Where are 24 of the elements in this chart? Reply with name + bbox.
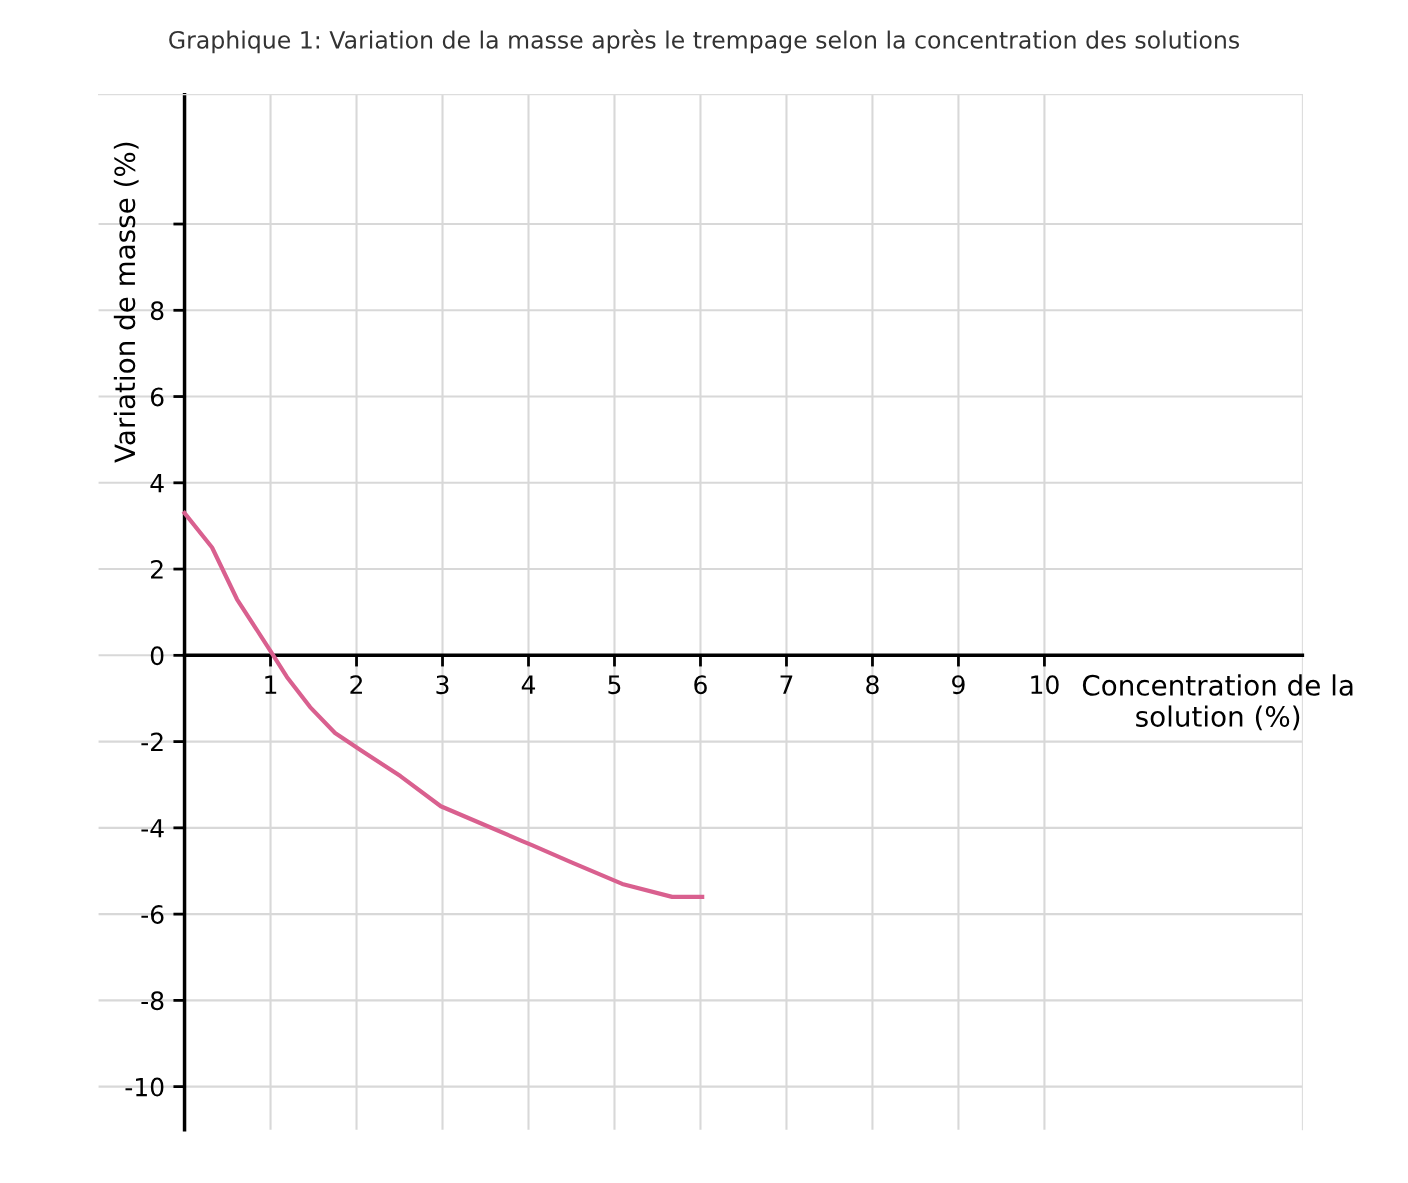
x-axis-title: Concentration de la solution (%) [1082,674,1353,731]
y-tick-label: 4 [150,474,164,493]
x-tick-label: 5 [608,675,621,695]
y-axis-title: Variation de masse (%) [113,142,139,463]
line-series [182,510,705,899]
x-tick-label: 6 [694,675,707,695]
x-tick-label: 7 [780,675,793,694]
x-tick-label: 8 [866,675,879,695]
x-tick-label: 1 [265,675,277,694]
x-tick-label: 3 [436,675,449,695]
x-tick-label: 4 [521,675,536,694]
y-tick-label: -2 [141,732,163,752]
y-tick-label: 8 [150,301,164,321]
x-tick-label: 10 [1031,675,1059,695]
y-tick-label: -8 [141,991,164,1011]
y-tick-label: 6 [150,387,164,407]
y-tick-label: -4 [141,819,164,838]
y-tick-label: 0 [150,646,164,666]
y-tick-label: -10 [125,1077,164,1097]
x-tick-label: 2 [350,675,362,694]
y-tick-label: 2 [151,560,163,579]
chart-title: Graphique 1: Variation de la masse après le trempage selon la concentration des solutions [169,29,1240,54]
x-tick-label: 9 [952,675,965,695]
y-tick-label: -6 [141,905,164,924]
